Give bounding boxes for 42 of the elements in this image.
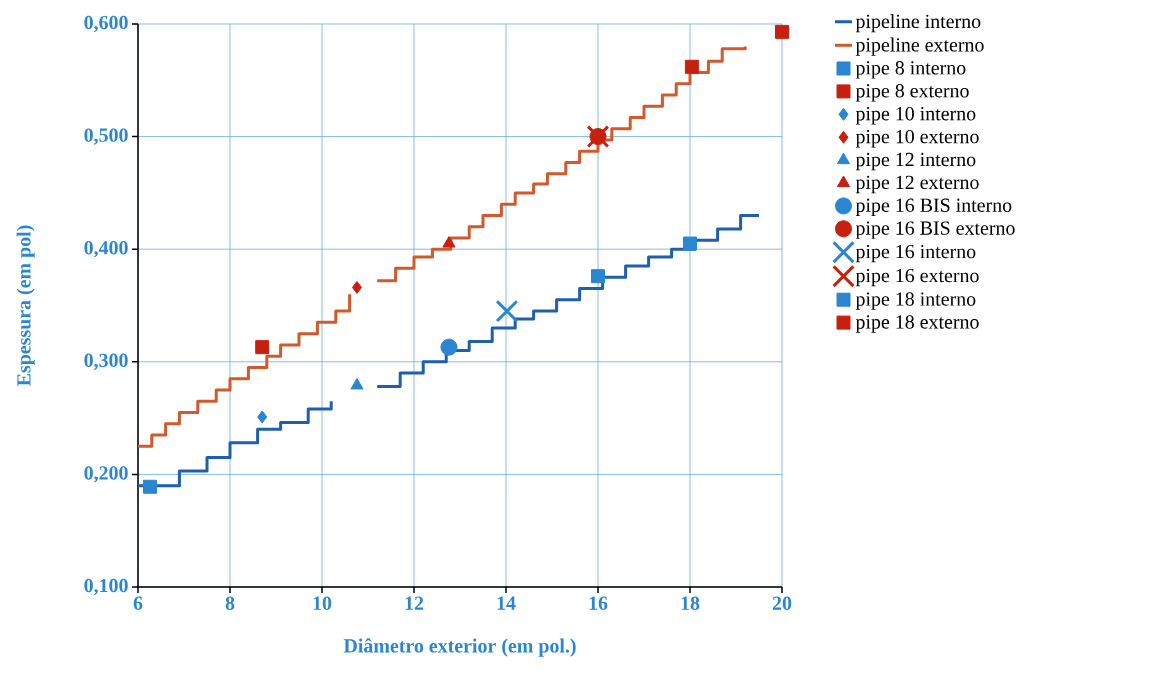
legend-label: pipe 8 externo <box>855 84 969 102</box>
legend-label: pipe 8 interno <box>855 61 966 79</box>
legend-label: pipeline externo <box>855 37 984 56</box>
y-tick-label: 0,200 <box>84 466 128 483</box>
y-tick-label: 0,300 <box>84 353 128 370</box>
point <box>684 59 699 74</box>
legend-label: pipe 16 BIS externo <box>855 221 1015 239</box>
point <box>255 340 270 355</box>
x-tick-label: 16 <box>589 596 608 610</box>
legend-label: pipe 10 interno <box>855 106 976 125</box>
point <box>442 236 456 248</box>
legend-label: pipe 18 externo <box>855 315 979 333</box>
x-tick-label: 8 <box>225 596 235 610</box>
y-tick-label: 0,500 <box>84 128 128 145</box>
point <box>775 24 790 39</box>
legend-label: pipeline interno <box>855 14 981 33</box>
x-tick-label: 10 <box>313 596 332 610</box>
x-tick-label: 14 <box>497 596 516 610</box>
x-tick-label: 6 <box>133 596 143 610</box>
legend-label: pipe 12 externo <box>855 175 979 194</box>
legend-label: pipe 16 BIS interno <box>855 198 1012 216</box>
y-tick-label: 0,400 <box>84 241 128 258</box>
point <box>440 338 458 356</box>
point <box>350 377 364 390</box>
legend-label: pipe 18 interno <box>855 292 976 310</box>
y-tick-label: 0,100 <box>84 578 128 596</box>
point <box>495 299 519 323</box>
y-tick-label: 0,600 <box>84 15 128 33</box>
point <box>591 269 606 284</box>
x-tick-label: 12 <box>405 596 424 610</box>
legend-label: pipe 16 interno <box>855 244 976 263</box>
legend-label: pipe 10 externo <box>855 129 979 148</box>
point <box>351 280 362 294</box>
legend-label: pipe 12 interno <box>855 152 976 171</box>
x-tick-label: 20 <box>772 596 792 610</box>
point <box>142 479 157 494</box>
y-axis-title: Espessura (em pol) <box>16 225 35 386</box>
legend-label: pipe 16 externo <box>855 268 979 287</box>
x-axis-title: Diâmetro exterior (em pol.) <box>343 638 576 657</box>
point <box>683 236 698 251</box>
x-tick-label: 18 <box>681 596 700 610</box>
point <box>257 410 268 424</box>
